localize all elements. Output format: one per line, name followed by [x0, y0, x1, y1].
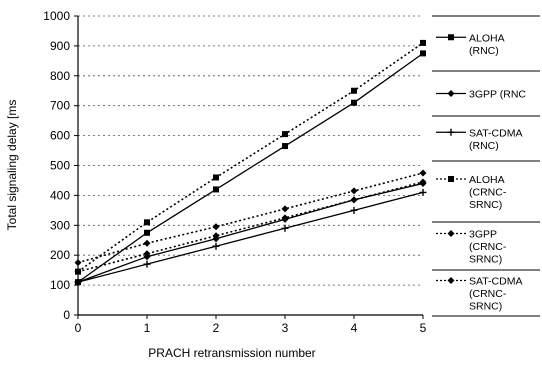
data-point [447, 128, 455, 136]
series-line [77, 182, 424, 283]
data-point [447, 90, 455, 97]
y-tick-label: 1000 [43, 9, 70, 23]
data-point [143, 260, 151, 268]
series-line [77, 52, 424, 283]
x-tick-label: 1 [144, 321, 151, 335]
x-axis-title: PRACH retransmission number [148, 346, 315, 360]
data-point [143, 239, 151, 247]
legend-item-4: ALOHA(CRNC-SRNC) [436, 174, 507, 211]
series-line [77, 181, 424, 273]
data-point [350, 187, 358, 195]
chart-legend: ALOHA(RNC)3GPP (RNCSAT-CDMA(RNC)ALOHA(CR… [432, 15, 540, 317]
series-line [77, 172, 424, 264]
y-tick-labels: 0 100 200 300 400 500 600 700 800 900 1000 [43, 9, 70, 322]
legend-item-5: 3GPP(CRNC-SRNC) [436, 229, 507, 266]
data-point [350, 196, 358, 204]
y-tick-label: 200 [50, 248, 70, 262]
legend-label: SRNC) [469, 254, 502, 266]
x-tick-label: 3 [282, 321, 289, 335]
data-point [448, 34, 454, 41]
data-point [419, 178, 427, 186]
x-tick-label: 2 [213, 321, 220, 335]
data-point [144, 219, 150, 226]
legend-label: ALOHA [469, 32, 505, 44]
legend-label: (RNC) [469, 45, 499, 57]
legend-item-2: 3GPP (RNC [436, 89, 526, 101]
series-6 [74, 169, 427, 267]
chart-axes [74, 15, 424, 319]
y-tick-label: 400 [50, 188, 70, 202]
data-point [447, 277, 455, 284]
data-point [351, 87, 357, 94]
legend-label: SAT-CDMA [469, 127, 522, 139]
legend-label: (RNC) [469, 140, 499, 152]
x-tick-label: 4 [351, 321, 358, 335]
legend-item-6: SAT-CDMA(CRNC-SRNC) [436, 276, 522, 313]
series-line [77, 42, 424, 273]
data-point [448, 176, 454, 182]
y-tick-label: 700 [50, 99, 70, 113]
data-point [213, 186, 219, 193]
x-tick-labels: 0 1 2 3 4 5 [75, 321, 427, 335]
legend-item-3: SAT-CDMA(RNC) [436, 127, 522, 152]
legend-label: 3GPP [469, 229, 497, 241]
data-point [212, 223, 220, 231]
y-tick-label: 800 [50, 69, 70, 83]
legend-item-1: ALOHA(RNC) [436, 32, 505, 57]
data-point [419, 188, 427, 196]
data-point [281, 214, 289, 222]
data-point [212, 242, 220, 250]
y-tick-label: 600 [50, 129, 70, 143]
y-tick-label: 500 [50, 159, 70, 173]
data-point [350, 206, 358, 214]
legend-label: 3GPP (RNC [469, 89, 526, 101]
series-5 [74, 178, 427, 276]
y-tick-label: 100 [50, 278, 70, 292]
data-point [281, 224, 289, 232]
x-tick-label: 0 [75, 321, 82, 335]
y-tick-label: 900 [50, 39, 70, 53]
chart-series [74, 39, 427, 286]
x-tick-label: 5 [420, 321, 427, 335]
legend-label: (CRNC- [469, 288, 507, 300]
data-point [282, 143, 288, 150]
legend-label: SAT-CDMA [469, 276, 522, 288]
data-point [144, 229, 150, 236]
data-point [420, 39, 426, 46]
data-point [212, 232, 220, 240]
data-point [420, 50, 426, 57]
legend-label: SRNC) [469, 199, 502, 211]
y-tick-label: 300 [50, 218, 70, 232]
data-point [447, 230, 455, 237]
legend-label: ALOHA [469, 174, 505, 186]
data-point [282, 131, 288, 138]
y-axis-title: Total signaling delay [ms [5, 100, 19, 231]
data-point [351, 99, 357, 106]
data-point [419, 169, 427, 177]
series-1 [75, 50, 426, 286]
data-point [281, 205, 289, 213]
y-tick-label: 0 [63, 308, 70, 322]
series-4 [75, 39, 426, 275]
legend-label: (CRNC- [469, 187, 507, 199]
data-point [143, 250, 151, 258]
legend-label: SRNC) [469, 301, 502, 313]
legend-label: (CRNC- [469, 241, 507, 253]
series-line [77, 191, 424, 283]
data-point [213, 174, 219, 181]
